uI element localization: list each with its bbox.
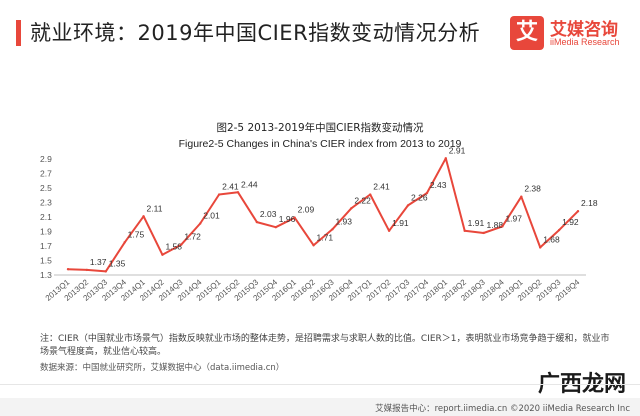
data-label: 2.18 <box>581 198 598 208</box>
data-point <box>557 228 561 232</box>
y-tick-label: 1.5 <box>40 256 52 266</box>
data-point <box>520 195 523 198</box>
data-point <box>123 241 126 244</box>
data-label: 2.09 <box>298 205 315 215</box>
data-point <box>180 243 183 246</box>
y-tick-label: 2.3 <box>40 198 52 208</box>
data-point <box>142 215 145 218</box>
data-label: 2.43 <box>430 180 447 190</box>
footer-divider <box>0 384 640 385</box>
data-point <box>331 228 334 231</box>
data-point <box>387 229 391 232</box>
data-label: 1.96 <box>279 214 296 224</box>
data-label: 2.38 <box>524 184 541 194</box>
series-line <box>67 157 579 273</box>
data-label: 2.41 <box>222 182 239 192</box>
chart-note: 注：CIER（中国就业市场景气）指数反映就业市场的整体走势，是招聘需求与求职人数… <box>40 334 610 357</box>
y-tick-label: 2.9 <box>40 154 52 164</box>
data-point <box>482 231 485 235</box>
y-tick-label: 1.9 <box>40 227 52 237</box>
data-label: 1.72 <box>184 232 201 242</box>
data-point <box>463 229 466 232</box>
logo-subtitle: iiMedia Research <box>550 37 620 47</box>
footer-text: 艾媒报告中心：report.iimedia.cn ©2020 iiMedia R… <box>375 404 630 414</box>
data-point <box>501 225 504 228</box>
data-label: 2.91 <box>449 145 466 155</box>
data-point <box>369 193 372 196</box>
data-point <box>85 268 89 272</box>
data-point <box>161 253 164 256</box>
data-label: 1.88 <box>487 220 504 230</box>
logo-name: 艾媒咨询 <box>550 20 618 40</box>
data-label: 2.11 <box>147 203 163 213</box>
data-label: 2.01 <box>203 211 220 221</box>
data-point <box>104 270 107 273</box>
y-tick-label: 2.1 <box>40 212 52 222</box>
data-label: 2.03 <box>260 209 277 219</box>
data-source: 数据来源：中国就业研究所，艾媒数据中心（data.iimedia.cn） <box>40 363 285 373</box>
data-label: 1.93 <box>335 216 352 226</box>
data-point <box>199 222 202 225</box>
data-label: 1.91 <box>468 218 485 228</box>
chart-subtitle: Figure2-5 Changes in China's CIER index … <box>178 138 462 150</box>
chart-title: 图2-5 2013-2019年中国CIER指数变动情况 <box>216 122 424 134</box>
data-point <box>293 216 296 219</box>
y-tick-label: 1.3 <box>40 270 52 280</box>
brand-logo: 艾 艾媒咨询 iiMedia Research <box>510 14 628 54</box>
data-label: 2.26 <box>411 192 428 202</box>
data-point <box>406 204 410 207</box>
y-tick-label: 2.5 <box>40 183 52 193</box>
data-point <box>312 244 315 247</box>
footer-bar <box>0 398 640 416</box>
y-tick-label: 1.7 <box>40 241 52 251</box>
data-label: 2.41 <box>373 182 390 192</box>
data-label: 2.44 <box>241 179 258 189</box>
data-label: 1.71 <box>317 232 334 242</box>
data-point <box>425 191 429 195</box>
data-point <box>255 220 259 224</box>
data-point <box>539 246 542 249</box>
data-label: 1.58 <box>165 242 182 252</box>
line-chart: 2.9 2.7 2.5 2.3 2.1 1.9 1.7 1.5 1.3 1.37 1.35 1.75 2… <box>40 145 598 303</box>
data-point <box>444 157 447 160</box>
data-point <box>274 225 277 229</box>
data-label: 1.92 <box>562 217 579 227</box>
data-point <box>66 268 70 271</box>
logo-mark: 艾 <box>510 16 544 50</box>
title-accent-bar <box>16 20 21 46</box>
data-point <box>576 210 580 213</box>
data-label: 1.35 <box>109 258 126 268</box>
data-label: 2.22 <box>354 195 371 205</box>
data-label: 1.97 <box>505 213 522 223</box>
page-title: 就业环境：2019年中国CIER指数变动情况分析 <box>30 21 481 45</box>
data-label: 1.37 <box>90 257 107 267</box>
y-tick-label: 2.7 <box>40 169 52 179</box>
data-label: 1.68 <box>543 234 560 244</box>
data-label: 1.75 <box>128 229 145 239</box>
data-point <box>236 191 240 194</box>
watermark: 广西龙网 <box>537 372 626 397</box>
data-label: 1.91 <box>392 218 409 228</box>
data-point <box>217 193 221 196</box>
header-bar: 就业环境：2019年中国CIER指数变动情况分析 艾 艾媒咨询 iiMedia … <box>0 0 640 70</box>
data-point <box>350 207 353 210</box>
